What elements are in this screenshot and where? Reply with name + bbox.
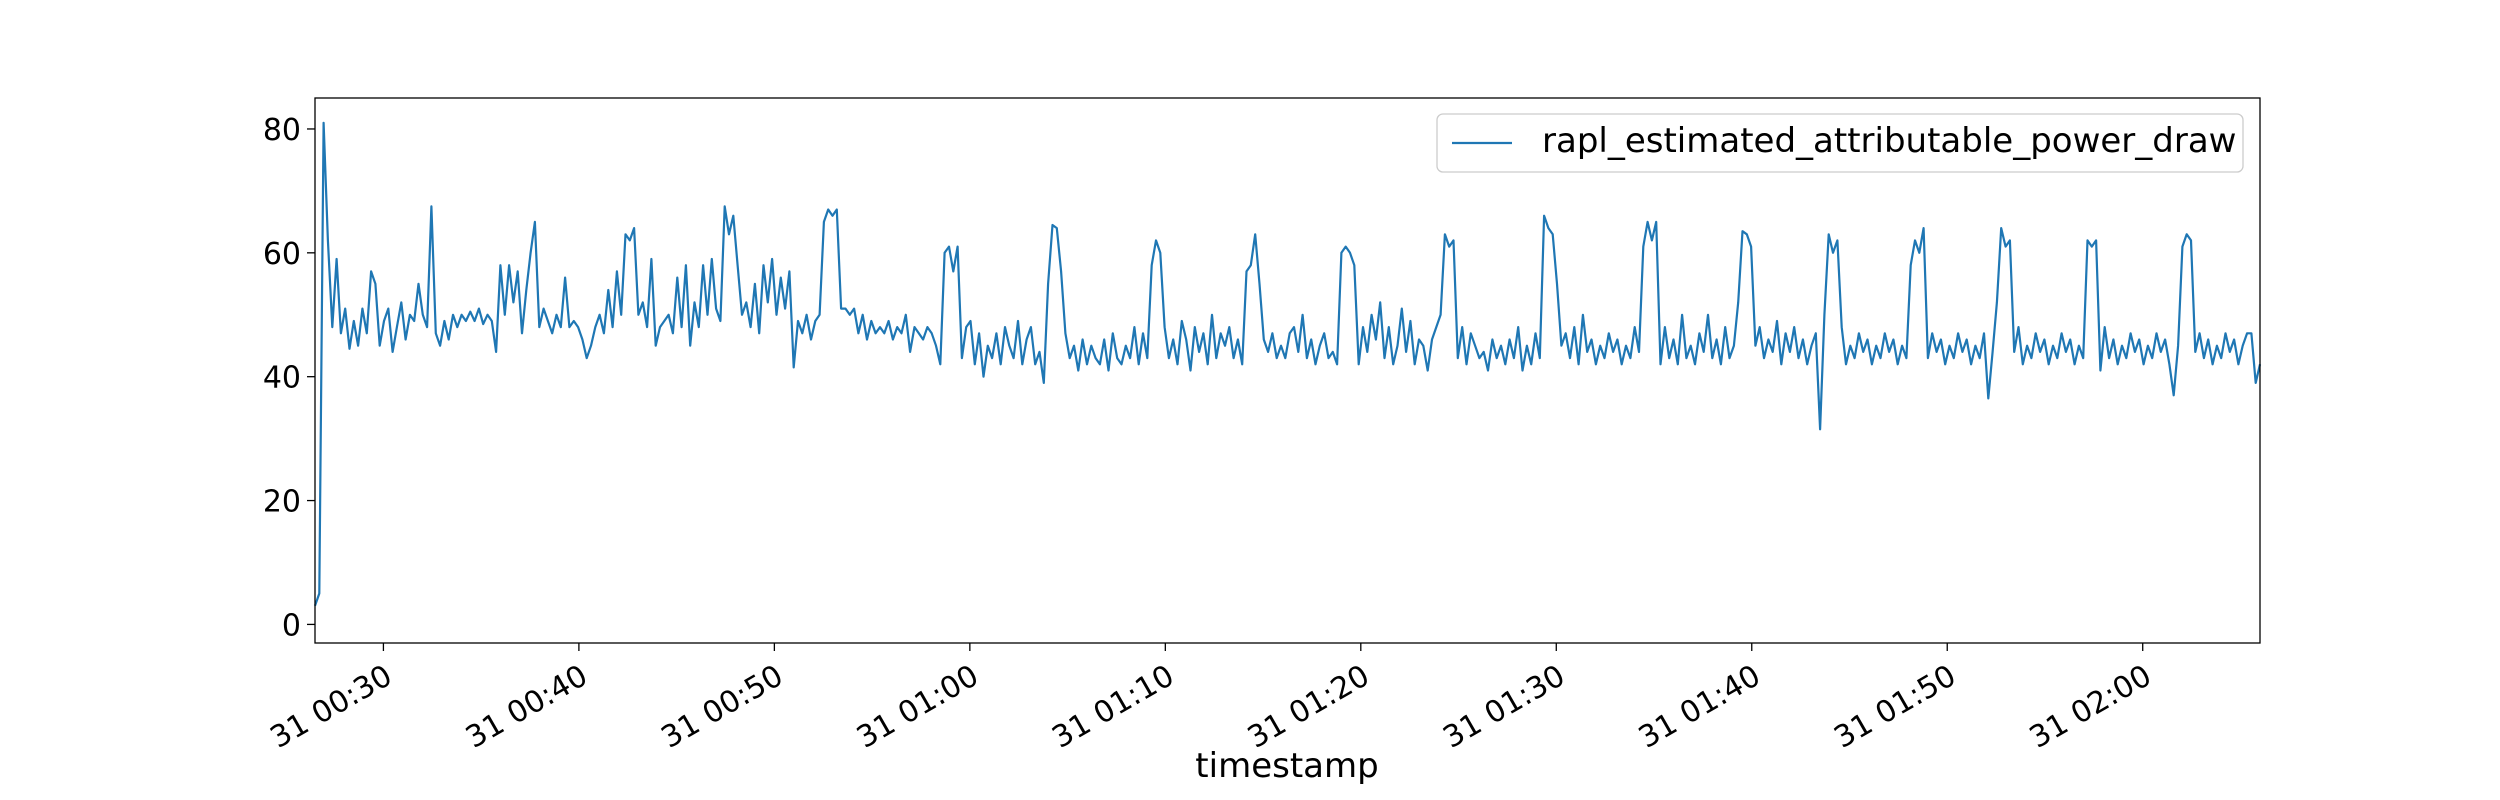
x-tick-label: 31 01:50 — [1828, 658, 1962, 755]
series-layer — [313, 121, 2262, 607]
x-tick-label: 31 00:50 — [655, 658, 789, 755]
x-tick-label: 31 02:00 — [2024, 658, 2158, 755]
y-tick-label: 20 — [263, 485, 301, 520]
legend-label: rapl_estimated_attributable_power_draw — [1542, 121, 2237, 161]
y-tick-label: 80 — [263, 113, 301, 148]
x-tick-label: 31 00:40 — [460, 658, 594, 755]
x-axis-ticks: 31 00:30 31 00:40 31 00:50 31 01:00 31 01:10… — [265, 643, 2158, 756]
series-line — [313, 121, 2262, 607]
y-tick-label: 40 — [263, 361, 301, 396]
y-tick-label: 60 — [263, 237, 301, 272]
legend-box — [1436, 113, 2244, 173]
x-tick-label: 31 01:10 — [1046, 658, 1180, 755]
x-tick-label: 31 01:00 — [851, 658, 985, 755]
x-tick-label: 31 01:30 — [1437, 658, 1571, 755]
x-tick-label: 31 00:30 — [265, 658, 399, 755]
x-tick-label: 31 01:40 — [1633, 658, 1767, 755]
x-tick-label: 31 01:20 — [1242, 658, 1376, 755]
legend: rapl_estimated_attributable_power_draw — [1436, 113, 2244, 173]
x-axis-label: timestamp — [1195, 746, 1378, 786]
y-axis-ticks: 0 20 40 60 80 — [263, 113, 315, 643]
y-tick-label: 0 — [282, 608, 301, 643]
plot-area-frame — [314, 97, 2261, 644]
